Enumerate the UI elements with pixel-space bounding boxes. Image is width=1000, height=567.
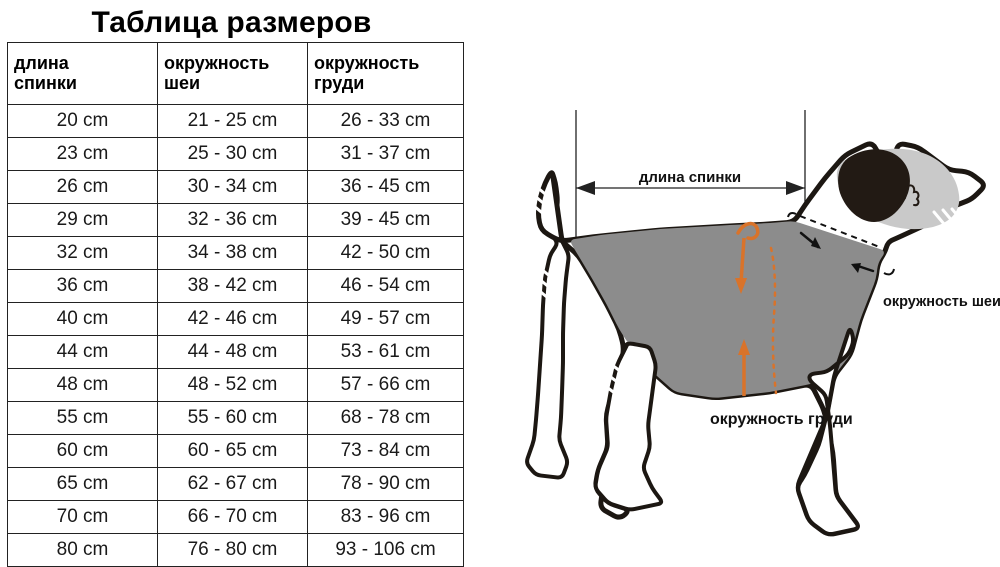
svg-text:длина спинки: длина спинки	[639, 169, 741, 186]
svg-text:окружность шеи: окружность шеи	[883, 294, 1000, 310]
